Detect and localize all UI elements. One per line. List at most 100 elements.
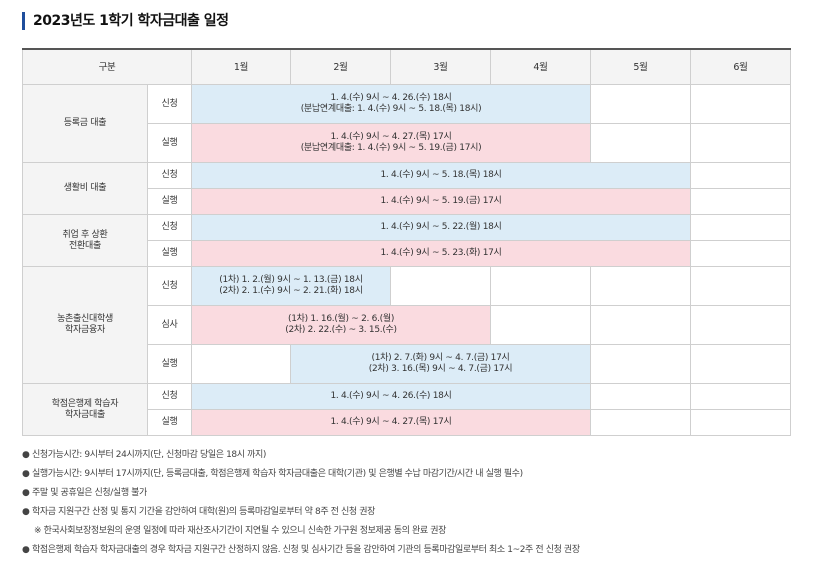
stage-apply: 신청 — [146, 214, 193, 241]
empty-cell — [690, 266, 792, 306]
empty-cell — [590, 305, 692, 345]
period-text: (2차) 2. 22.(수) ~ 3. 15.(수) — [285, 325, 397, 335]
table-row: 실행 1. 4.(수) 9시 ~ 5. 23.(화) 17시 — [23, 240, 792, 267]
period-text: (2차) 3. 16.(목) 9시 ~ 4. 7.(금) 17시 — [368, 364, 513, 374]
category-credit-bank: 학점은행제 학습자 학자금대출 — [22, 383, 148, 436]
note-text: ※ 한국사회보장정보원의 운영 일정에 따라 재산조사기간이 지연될 수 있으니… — [34, 526, 446, 536]
empty-cell — [690, 383, 792, 410]
table-header-row: 구분 1월 2월 3월 4월 5월 6월 — [21, 48, 792, 85]
stage-exec: 실행 — [146, 240, 193, 267]
empty-cell — [690, 214, 792, 241]
note-text: 학자금 지원구간 산정 및 통지 기간을 감안하여 대학(원)의 등록마감일로부… — [32, 507, 375, 517]
notes-list: ● 신청가능시간: 9시부터 24시까지(단, 신청마감 당일은 18시 까지) … — [22, 446, 802, 560]
period-bar-apply: (1차) 1. 2.(월) 9시 ~ 1. 13.(금) 18시 (2차) 2.… — [191, 266, 392, 306]
table-row: 농촌출신대학생 학자금융자 신청 (1차) 1. 2.(월) 9시 ~ 1. 1… — [22, 266, 792, 384]
table-row: 등록금 대출 신청 1. 4.(수) 9시 ~ 4. 26.(수) 18시 (분… — [22, 84, 792, 163]
bullet-icon: ● — [22, 450, 30, 460]
category-living: 생활비 대출 — [22, 162, 148, 215]
empty-cell — [590, 344, 692, 384]
stage-apply: 신청 — [146, 162, 193, 189]
empty-cell — [590, 123, 692, 163]
bullet-icon: ● — [22, 507, 30, 517]
category-tuition: 등록금 대출 — [22, 84, 148, 163]
empty-cell — [390, 266, 492, 306]
header-month-3: 3월 — [390, 48, 492, 85]
empty-cell — [690, 123, 792, 163]
stage-exec: 실행 — [146, 188, 193, 215]
table-row: 심사 (1차) 1. 16.(월) ~ 2. 6.(월) (2차) 2. 22.… — [23, 305, 792, 345]
bullet-icon: ● — [22, 488, 30, 498]
note-text: 주말 및 공휴일은 신청/실행 불가 — [32, 488, 147, 498]
note-subitem: ※ 한국사회보장정보원의 운영 일정에 따라 재산조사기간이 지연될 수 있으니… — [22, 522, 802, 541]
note-item: ● 학자금 지원구간 산정 및 통지 기간을 감안하여 대학(원)의 등록마감일로… — [22, 503, 802, 522]
empty-cell — [590, 266, 692, 306]
note-text: 실행가능시간: 9시부터 17시까지(단, 등록금대출, 학점은행제 학습자 학… — [32, 469, 523, 479]
period-bar-apply: 1. 4.(수) 9시 ~ 4. 26.(수) 18시 (분납연계대출: 1. … — [191, 84, 592, 124]
category-label-line: 학점은행제 학습자 — [51, 398, 119, 409]
period-bar-apply: 1. 4.(수) 9시 ~ 5. 18.(목) 18시 — [191, 162, 692, 189]
stage-apply: 신청 — [146, 383, 193, 410]
header-month-5: 5월 — [590, 48, 692, 85]
empty-cell — [590, 383, 692, 410]
bullet-icon: ● — [22, 545, 30, 555]
period-text: (1차) 1. 2.(월) 9시 ~ 1. 13.(금) 18시 — [219, 275, 363, 285]
period-bar-exec: 1. 4.(수) 9시 ~ 5. 23.(화) 17시 — [191, 240, 692, 267]
note-text: 신청가능시간: 9시부터 24시까지(단, 신청마감 당일은 18시 까지) — [32, 450, 266, 460]
category-label-line: 농촌출신대학생 — [57, 314, 113, 324]
page-title: 2023년도 1학기 학자금대출 일정 — [22, 12, 229, 30]
period-bar-exec: 1. 4.(수) 9시 ~ 5. 19.(금) 17시 — [191, 188, 692, 215]
header-month-2: 2월 — [290, 48, 392, 85]
empty-cell — [690, 240, 792, 267]
stage-exec: 실행 — [146, 123, 193, 163]
empty-cell — [690, 162, 792, 189]
period-text: (1차) 2. 7.(화) 9시 ~ 4. 7.(금) 17시 — [371, 353, 510, 363]
table-row: 실행 1. 4.(수) 9시 ~ 5. 19.(금) 17시 — [23, 188, 792, 215]
table-row: 학점은행제 학습자 학자금대출 신청 1. 4.(수) 9시 ~ 4. 26.(… — [22, 383, 792, 436]
stage-apply: 신청 — [146, 84, 193, 124]
empty-cell — [690, 188, 792, 215]
bullet-icon: ● — [22, 469, 30, 479]
period-bar-review: (1차) 1. 16.(월) ~ 2. 6.(월) (2차) 2. 22.(수)… — [191, 305, 492, 345]
note-text: 학점은행제 학습자 학자금대출의 경우 학자금 지원구간 산정하지 않음. 신청… — [32, 545, 580, 555]
note-item: ● 주말 및 공휴일은 신청/실행 불가 — [22, 484, 802, 503]
note-item: ● 실행가능시간: 9시부터 17시까지(단, 등록금대출, 학점은행제 학습자 … — [22, 465, 802, 484]
category-label-line: 학자금대출 — [65, 409, 105, 420]
header-category: 구분 — [21, 48, 193, 85]
empty-cell — [191, 344, 292, 384]
empty-cell — [690, 84, 792, 124]
empty-cell — [590, 84, 692, 124]
header-month-6: 6월 — [690, 48, 792, 85]
category-label-line: 취업 후 상환 — [62, 229, 108, 240]
stage-exec: 실행 — [146, 344, 193, 384]
table-row: 생활비 대출 신청 1. 4.(수) 9시 ~ 5. 18.(목) 18시 — [22, 162, 792, 215]
table-row: 취업 후 상환 전환대출 신청 1. 4.(수) 9시 ~ 5. 22.(월) … — [22, 214, 792, 267]
category-label-line: 학자금융자 — [65, 325, 105, 335]
period-text: 1. 4.(수) 9시 ~ 4. 27.(목) 17시 — [330, 132, 452, 142]
stage-review: 심사 — [146, 305, 193, 345]
table-row: 실행 1. 4.(수) 9시 ~ 4. 27.(목) 17시 — [23, 409, 792, 436]
period-text: (1차) 1. 16.(월) ~ 2. 6.(월) — [287, 314, 395, 324]
empty-cell — [690, 344, 792, 384]
empty-cell — [490, 266, 592, 306]
period-text: 1. 4.(수) 9시 ~ 4. 26.(수) 18시 — [330, 93, 452, 103]
category-rural: 농촌출신대학생 학자금융자 — [22, 266, 148, 384]
empty-cell — [590, 409, 692, 436]
empty-cell — [690, 409, 792, 436]
stage-exec: 실행 — [146, 409, 193, 436]
period-bar-exec: 1. 4.(수) 9시 ~ 4. 27.(목) 17시 (분납연계대출: 1. … — [191, 123, 592, 163]
stage-apply: 신청 — [146, 266, 193, 306]
period-bar-apply: 1. 4.(수) 9시 ~ 5. 22.(월) 18시 — [191, 214, 692, 241]
period-bar-exec: 1. 4.(수) 9시 ~ 4. 27.(목) 17시 — [191, 409, 592, 436]
empty-cell — [690, 305, 792, 345]
period-bar-exec: (1차) 2. 7.(화) 9시 ~ 4. 7.(금) 17시 (2차) 3. … — [290, 344, 592, 384]
period-text: (2차) 2. 1.(수) 9시 ~ 2. 21.(화) 18시 — [219, 286, 363, 296]
header-month-4: 4월 — [490, 48, 592, 85]
category-icl-conversion: 취업 후 상환 전환대출 — [22, 214, 148, 267]
period-bar-apply: 1. 4.(수) 9시 ~ 4. 26.(수) 18시 — [191, 383, 592, 410]
period-text: (분납연계대출: 1. 4.(수) 9시 ~ 5. 19.(금) 17시) — [300, 143, 482, 153]
note-item: ● 신청가능시간: 9시부터 24시까지(단, 신청마감 당일은 18시 까지) — [22, 446, 802, 465]
empty-cell — [490, 305, 592, 345]
table-row: 실행 (1차) 2. 7.(화) 9시 ~ 4. 7.(금) 17시 (2차) … — [23, 344, 792, 384]
period-text: (분납연계대출: 1. 4.(수) 9시 ~ 5. 18.(목) 18시) — [300, 104, 482, 114]
